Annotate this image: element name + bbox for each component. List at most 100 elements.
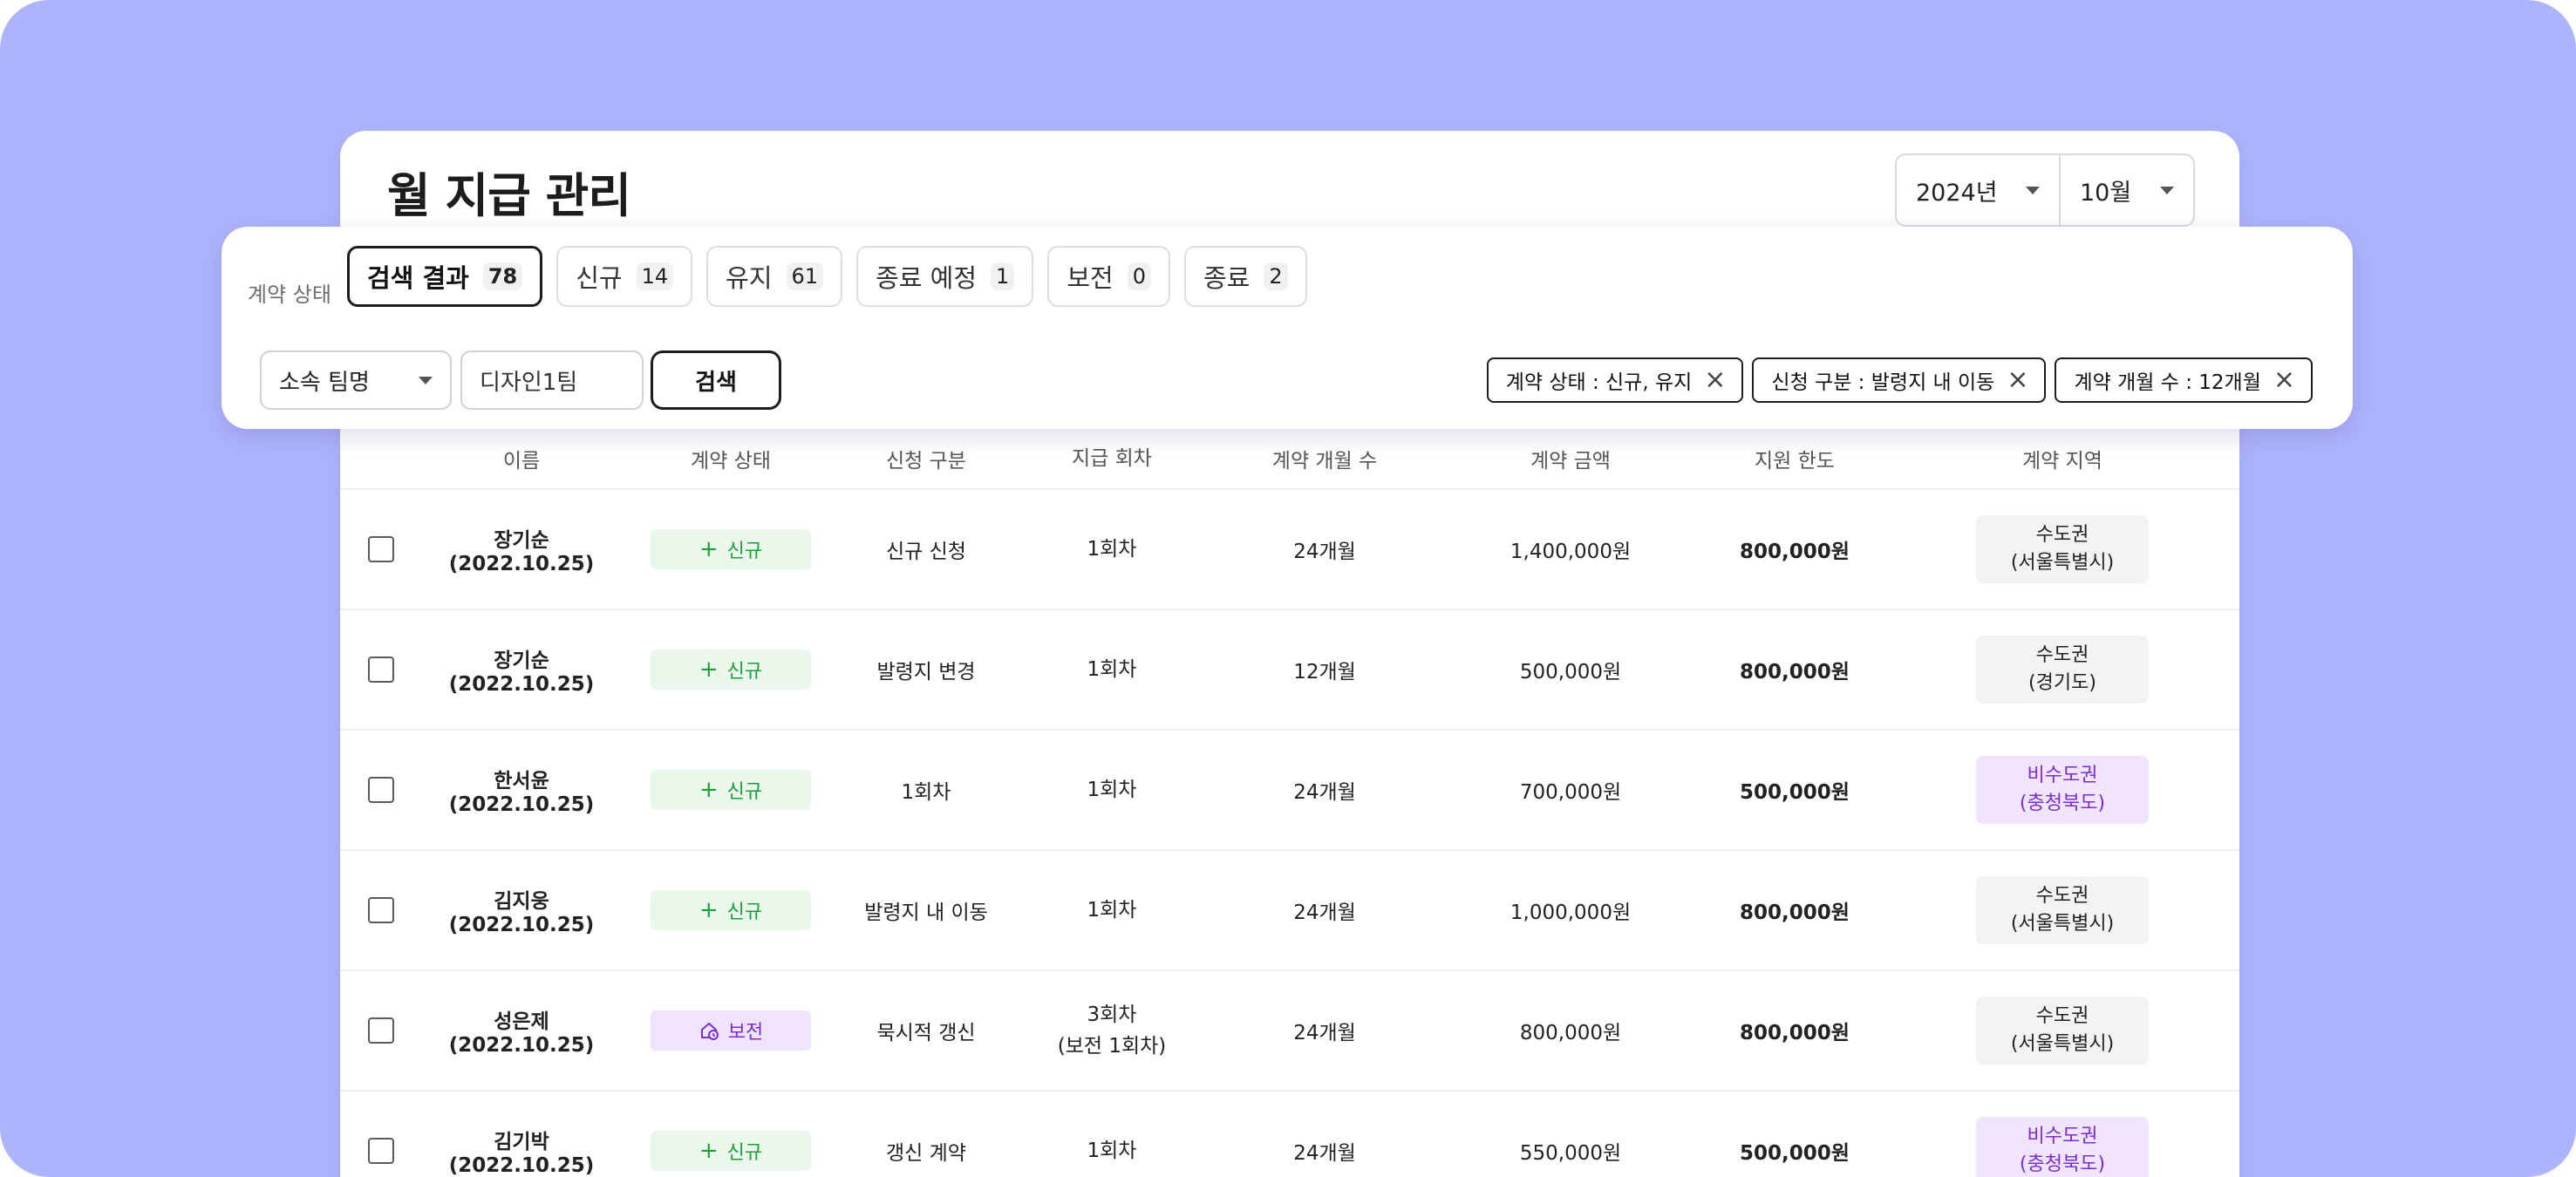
support-limit: 800,000원 — [1740, 901, 1850, 924]
chip-new[interactable]: 신규 14 — [556, 246, 693, 307]
region-badge: 수도권 (서울특별시) — [1976, 515, 2149, 583]
caret-down-icon — [2026, 186, 2040, 194]
contract-months: 24개월 — [1293, 781, 1356, 804]
row-checkbox[interactable] — [368, 1017, 394, 1044]
chip-ended[interactable]: 종료 2 — [1183, 246, 1307, 307]
applicant-name: 김지웅 (2022.10.25) — [448, 890, 595, 936]
team-select[interactable]: 소속 팀명 — [260, 350, 452, 410]
table-row[interactable]: 김기박 (2022.10.25) + 신규 갱신 계약 1회차 24개월 550… — [340, 1092, 2239, 1177]
house-clock-icon — [700, 1023, 719, 1040]
chip-count: 61 — [786, 262, 824, 290]
column-header: 지급 회차 — [1072, 447, 1152, 470]
region-detail: (충청북도) — [2019, 1153, 2106, 1175]
payment-round-value: 1회차 — [1087, 779, 1137, 801]
region-detail: (서울특별시) — [2010, 1033, 2115, 1055]
region-name: 비수도권 — [2027, 1126, 2098, 1147]
row-checkbox[interactable] — [368, 897, 394, 923]
caret-down-icon — [419, 376, 433, 384]
apply-type: 발령지 변경 — [876, 661, 976, 684]
close-icon[interactable]: × — [1704, 364, 1727, 395]
column-header: 계약 지역 — [2022, 450, 2102, 473]
table-row[interactable]: 성은제 (2022.10.25) 보전 묵시적 갱신 3회차 (보전 1회차) … — [340, 971, 2239, 1092]
status-badge: + 신규 — [651, 1131, 811, 1171]
caret-down-icon — [2160, 186, 2174, 194]
support-limit: 800,000원 — [1740, 541, 1850, 563]
applicant-name: 장기순 (2022.10.25) — [448, 529, 595, 575]
plus-icon: + — [699, 777, 719, 803]
payment-round-value: 3회차 — [1087, 1004, 1137, 1026]
region-name: 비수도권 — [2027, 765, 2098, 786]
row-checkbox[interactable] — [368, 777, 394, 803]
year-select[interactable]: 2024년 — [1897, 155, 2059, 225]
status-badge: + 신규 — [651, 770, 811, 810]
chip-label: 유지 — [726, 263, 773, 293]
chip-count: 14 — [636, 262, 674, 290]
status-badge: + 신규 — [651, 890, 811, 930]
filter-tag-label: 계약 개월 수 : 12개월 — [2074, 371, 2261, 394]
row-checkbox[interactable] — [368, 536, 394, 562]
status-badge-label: 신규 — [726, 901, 763, 923]
chip-label: 신규 — [576, 263, 623, 293]
region-detail: (경기도) — [2028, 672, 2096, 694]
apply-type: 신규 신청 — [886, 541, 966, 563]
row-checkbox[interactable] — [368, 1138, 394, 1164]
year-value: 2024년 — [1916, 179, 1998, 207]
close-icon[interactable]: × — [2007, 364, 2029, 395]
team-search-input[interactable] — [460, 350, 644, 410]
chip-count: 1 — [991, 262, 1015, 290]
column-header: 신청 구분 — [886, 450, 966, 473]
payment-round: 1회차 — [1012, 534, 1212, 565]
support-limit: 800,000원 — [1740, 661, 1850, 684]
payment-round: 1회차 — [1012, 895, 1212, 926]
region-name: 수도권 — [2035, 885, 2089, 907]
table-row[interactable]: 김지웅 (2022.10.25) + 신규 발령지 내 이동 1회차 24개월 … — [340, 851, 2239, 971]
chip-ending-soon[interactable]: 종료 예정 1 — [856, 246, 1034, 307]
month-select[interactable]: 10월 — [2059, 155, 2193, 225]
row-checkbox[interactable] — [368, 657, 394, 683]
chip-preserved[interactable]: 보전 0 — [1047, 246, 1170, 307]
support-limit: 800,000원 — [1740, 1022, 1850, 1044]
contract-amount: 700,000원 — [1519, 781, 1622, 804]
payment-round-value: 1회차 — [1087, 1140, 1137, 1162]
support-limit: 500,000원 — [1740, 1142, 1850, 1165]
payment-round: 1회차 — [1012, 654, 1212, 685]
contract-amount: 1,400,000원 — [1509, 541, 1632, 563]
status-badge-label: 보전 — [727, 1022, 764, 1044]
contract-amount: 800,000원 — [1519, 1022, 1622, 1044]
filter-tag: 계약 개월 수 : 12개월 × — [2055, 357, 2313, 403]
region-badge: 수도권 (경기도) — [1976, 636, 2149, 704]
close-icon[interactable]: × — [2273, 364, 2295, 395]
column-header: 이름 — [502, 450, 541, 473]
region-badge: 비수도권 (충청북도) — [1976, 756, 2149, 824]
applicant-name: 한서윤 (2022.10.25) — [448, 770, 595, 816]
table-row[interactable]: 장기순 (2022.10.25) + 신규 발령지 변경 1회차 12개월 50… — [340, 610, 2239, 731]
region-name: 수도권 — [2035, 1005, 2089, 1027]
support-limit: 500,000원 — [1740, 781, 1850, 804]
region-detail: (서울특별시) — [2010, 552, 2115, 574]
column-header: 계약 개월 수 — [1271, 450, 1378, 473]
region-detail: (충청북도) — [2019, 793, 2106, 814]
region-name: 수도권 — [2035, 524, 2089, 546]
plus-icon: + — [699, 536, 719, 562]
payment-round-value: 1회차 — [1087, 658, 1137, 681]
contract-months: 24개월 — [1293, 1142, 1356, 1165]
search-button[interactable]: 검색 — [651, 350, 781, 410]
period-selector: 2024년 10월 — [1895, 153, 2195, 227]
apply-type: 1회차 — [901, 781, 951, 804]
plus-icon: + — [699, 657, 719, 683]
filter-tag: 계약 상태 : 신규, 유지 × — [1486, 357, 1744, 403]
filter-tag-label: 계약 상태 : 신규, 유지 — [1505, 371, 1693, 394]
chip-keep[interactable]: 유지 61 — [706, 246, 843, 307]
payment-round: 1회차 — [1012, 1135, 1212, 1167]
contract-months: 24개월 — [1293, 901, 1356, 924]
contract-amount: 550,000원 — [1519, 1142, 1622, 1165]
apply-type: 묵시적 갱신 — [876, 1022, 976, 1044]
table-row[interactable]: 장기순 (2022.10.25) + 신규 신규 신청 1회차 24개월 1,4… — [340, 490, 2239, 610]
region-badge: 비수도권 (충청북도) — [1976, 1117, 2149, 1177]
filter-tag-label: 신청 구분 : 발령지 내 이동 — [1771, 371, 1995, 394]
table-row[interactable]: 한서윤 (2022.10.25) + 신규 1회차 1회차 24개월 700,0… — [340, 731, 2239, 851]
page-title: 월 지급 관리 — [387, 168, 631, 223]
chip-count: 0 — [1127, 262, 1151, 290]
column-header: 계약 상태 — [691, 450, 771, 473]
chip-search-result[interactable]: 검색 결과 78 — [347, 246, 543, 307]
